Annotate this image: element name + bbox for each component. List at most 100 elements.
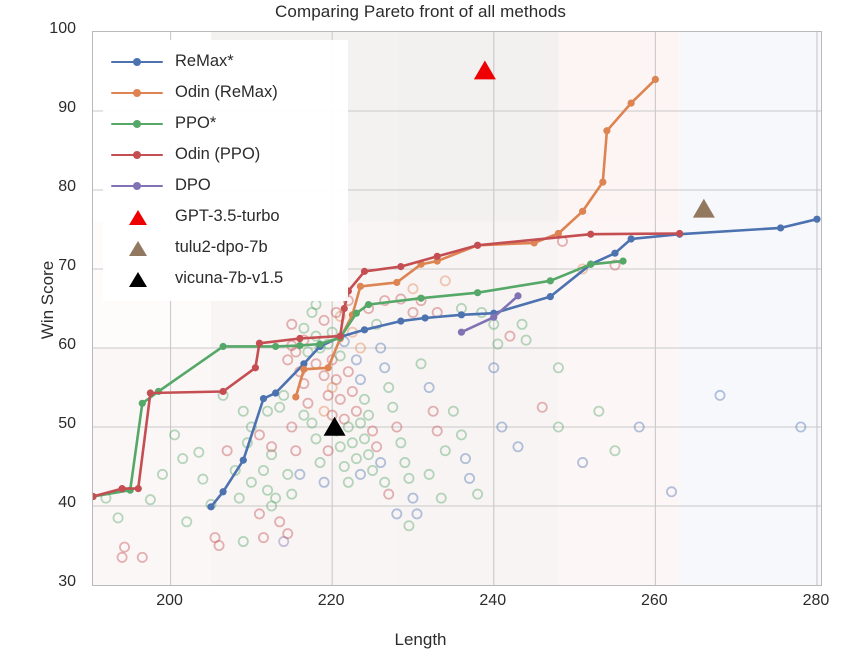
series-point[interactable] [457,311,466,319]
legend-item[interactable]: Odin (ReMax) [111,77,340,108]
series-point[interactable] [300,360,308,368]
series-point[interactable] [514,292,522,300]
legend-item[interactable]: ReMax* [111,46,340,77]
scatter-point [330,306,342,318]
marker-tulu2-dpo-7b[interactable] [692,198,715,218]
series-point[interactable] [255,339,264,347]
scatter-point [415,358,427,370]
scatter-point [431,425,443,437]
scatter-point [358,393,370,405]
series-point[interactable] [417,294,425,302]
series-point[interactable] [340,304,348,313]
marker-vicuna-7b-v1-5[interactable] [323,416,346,436]
series-point[interactable] [356,282,365,290]
scatter-point [302,397,314,409]
scatter-point [666,486,678,498]
legend-item[interactable]: vicuna-7b-v1.5 [111,263,340,294]
scatter-point [391,508,403,520]
legend-item[interactable]: PPO* [111,108,340,139]
series-point[interactable] [474,241,482,249]
series-point[interactable] [360,267,369,275]
series-point[interactable] [272,389,280,397]
scatter-point [262,484,274,496]
legend-item[interactable]: GPT-3.5-turbo [111,201,340,232]
series-point[interactable] [219,387,227,396]
series-point[interactable] [474,289,482,297]
series-point[interactable] [433,252,441,260]
series-point[interactable] [296,334,304,343]
scatter-point [354,468,366,480]
scatter-point [375,342,387,354]
marker-gpt-3-5-turbo[interactable] [473,60,496,80]
scatter-point [350,453,362,465]
scatter-point [504,330,516,342]
scatter-point [338,413,350,425]
series-point[interactable] [627,235,635,243]
series-point[interactable] [300,365,308,373]
scatter-point [274,516,286,528]
scatter-point [346,385,358,397]
series-point[interactable] [421,314,429,322]
series-point[interactable] [292,393,300,401]
scatter-point [156,468,168,480]
series-point[interactable] [207,503,215,511]
series-point[interactable] [611,249,619,257]
scatter-point [262,405,274,417]
series-point[interactable] [219,488,227,496]
series-point[interactable] [272,342,280,351]
series-point[interactable] [134,485,142,493]
series-point[interactable] [619,257,627,265]
series-point[interactable] [296,342,304,350]
series-point[interactable] [546,277,554,285]
series-point[interactable] [599,178,607,186]
series-point[interactable] [777,224,785,232]
series-point[interactable] [393,278,401,287]
scatter-point [318,370,330,382]
series-point[interactable] [579,207,587,215]
series-point[interactable] [587,230,595,238]
series-point[interactable] [118,485,126,493]
series-point[interactable] [813,215,821,223]
series-point[interactable] [397,263,405,271]
series-point[interactable] [239,456,247,464]
series-point[interactable] [676,229,684,238]
series-point[interactable] [554,229,563,238]
series-point[interactable] [93,492,97,501]
series-point[interactable] [603,127,611,135]
y-tick-label: 50 [58,415,76,432]
scatter-point [326,381,338,393]
series-point[interactable] [490,313,498,321]
series-point[interactable] [336,332,344,340]
legend-item[interactable]: Odin (PPO) [111,139,340,170]
scatter-point [383,381,395,393]
series-point[interactable] [219,342,227,351]
scatter-point [334,350,346,362]
series-point[interactable] [627,99,635,107]
scatter-point [342,366,354,378]
series-point[interactable] [397,317,405,325]
series-point[interactable] [587,260,595,268]
legend-dot-icon [133,181,141,190]
legend-label: vicuna-7b-v1.5 [175,269,284,287]
series-point[interactable] [651,75,659,83]
series-point[interactable] [259,394,268,403]
scatter-point [282,468,294,480]
series-point[interactable] [352,309,361,317]
series-point[interactable] [364,300,373,309]
scatter-point [116,551,128,563]
series-point[interactable] [457,328,466,336]
scatter-point [346,437,358,449]
legend-item[interactable]: tulu2-dpo-7b [111,232,340,263]
series-point[interactable] [146,389,154,397]
scatter-point [447,405,459,417]
series-point[interactable] [251,364,260,372]
series-point[interactable] [138,399,146,407]
x-tick-label: 240 [479,592,507,609]
scatter-point [136,551,148,563]
series-point[interactable] [324,364,332,372]
series-point[interactable] [316,340,324,348]
legend-label: Odin (ReMax) [175,83,278,101]
legend-item[interactable]: DPO [111,170,340,201]
series-point[interactable] [546,293,554,301]
series-point[interactable] [360,326,369,334]
